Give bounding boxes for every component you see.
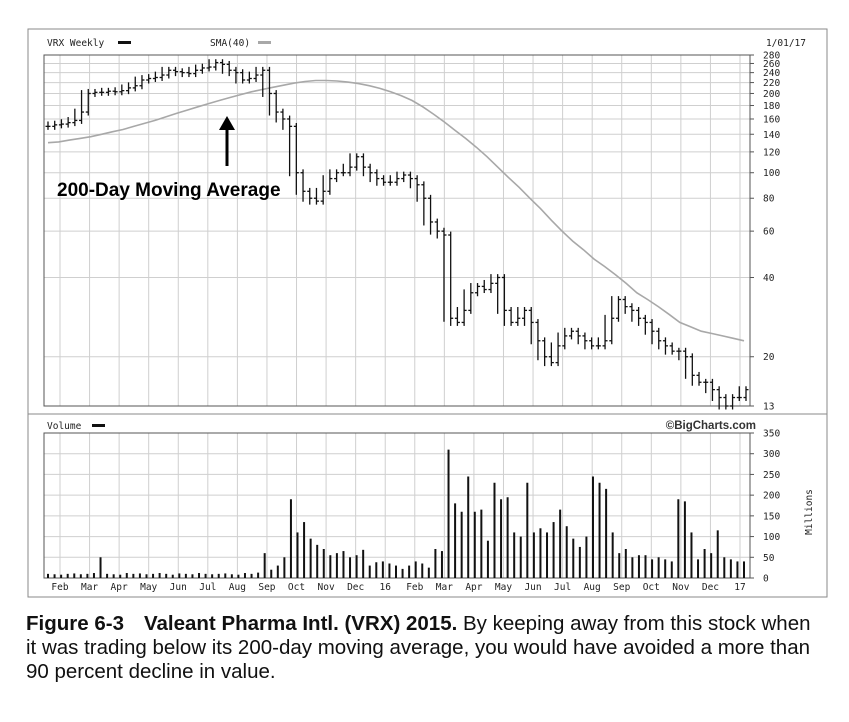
legend-sma-label: SMA(40) bbox=[210, 38, 250, 49]
x-tick-label: Dec bbox=[347, 582, 364, 593]
figure-caption: Figure 6-3 Valeant Pharma Intl. (VRX) 201… bbox=[26, 612, 826, 684]
y-tick-label: 200 bbox=[763, 89, 780, 100]
x-tick-label: Aug bbox=[584, 582, 601, 593]
y-tick-label: 120 bbox=[763, 147, 780, 158]
x-tick-label: 16 bbox=[379, 582, 391, 593]
x-tick-label: Oct bbox=[288, 582, 305, 593]
source-label: ©BigCharts.com bbox=[666, 420, 756, 432]
volume-tick-label: 300 bbox=[763, 449, 780, 460]
volume-tick-label: 50 bbox=[763, 553, 775, 564]
sma40-layer bbox=[47, 79, 745, 342]
volume-tick-label: 150 bbox=[763, 511, 780, 522]
y-tick-label: 20 bbox=[763, 352, 775, 363]
volume-bars-layer bbox=[47, 449, 745, 578]
chart-frame bbox=[27, 28, 828, 598]
chart: VRX Weekly SMA(40) 1/01/17 2802602402202… bbox=[27, 28, 828, 598]
y-tick-label: 160 bbox=[763, 114, 780, 125]
y-tick-label: 240 bbox=[763, 68, 780, 79]
x-tick-label: Jul bbox=[199, 582, 216, 593]
x-tick-label: Feb bbox=[51, 582, 68, 593]
x-tick-label: Apr bbox=[111, 582, 128, 593]
x-tick-label: Aug bbox=[229, 582, 246, 593]
x-tick-label: May bbox=[140, 582, 157, 593]
y-tick-label: 60 bbox=[763, 227, 775, 238]
x-tick-label: Nov bbox=[318, 582, 335, 593]
legend-vrx-label: VRX Weekly bbox=[47, 38, 104, 49]
x-tick-label: Mar bbox=[436, 582, 453, 593]
y-tick-label: 180 bbox=[763, 101, 780, 112]
x-tick-label: Feb bbox=[406, 582, 423, 593]
x-tick-label: Mar bbox=[81, 582, 98, 593]
volume-tick-label: 0 bbox=[763, 574, 769, 585]
volume-tick-label: 350 bbox=[763, 429, 780, 440]
y-tick-label: 40 bbox=[763, 273, 775, 284]
caption-text: By keeping away from this stock when it … bbox=[26, 612, 811, 683]
y-tick-label: 260 bbox=[763, 59, 780, 70]
y-tick-label: 140 bbox=[763, 130, 780, 141]
date-label: 1/01/17 bbox=[766, 38, 806, 49]
price-bars-layer bbox=[45, 59, 749, 410]
volume-tick-label: 200 bbox=[763, 491, 780, 502]
x-tick-label: Dec bbox=[702, 582, 719, 593]
y-tick-label: 13 bbox=[763, 402, 774, 413]
price-plot-area bbox=[43, 54, 751, 407]
x-tick-label: Sep bbox=[258, 582, 275, 593]
volume-unit-label: Millions bbox=[804, 489, 815, 535]
x-tick-label: Apr bbox=[465, 582, 482, 593]
caption-label: Figure 6-3 bbox=[26, 612, 124, 635]
x-tick-label: Jul bbox=[554, 582, 571, 593]
y-tick-label: 280 bbox=[763, 51, 780, 62]
volume-label: Volume bbox=[47, 421, 82, 432]
annotation-arrow-head bbox=[219, 116, 235, 130]
x-tick-label: Oct bbox=[643, 582, 660, 593]
y-tick-label: 100 bbox=[763, 168, 780, 179]
x-tick-label: Jun bbox=[524, 582, 541, 593]
y-tick-label: 220 bbox=[763, 78, 780, 89]
sma40-line bbox=[47, 79, 745, 342]
x-tick-label: Nov bbox=[672, 582, 689, 593]
x-tick-label: Sep bbox=[613, 582, 630, 593]
annotation-label: 200-Day Moving Average bbox=[57, 180, 281, 201]
x-tick-label: 17 bbox=[734, 582, 745, 593]
y-tick-label: 80 bbox=[763, 194, 775, 205]
x-tick-label: May bbox=[495, 582, 512, 593]
volume-tick-label: 100 bbox=[763, 532, 780, 543]
caption-title: Valeant Pharma Intl. (VRX) 2015. bbox=[143, 612, 458, 635]
x-axis-ticks: Feb Mar Apr May Jun Jul Aug Sep Oct Nov Dec 16 Feb Ma… bbox=[51, 582, 745, 593]
volume-y-ticks: 350 300 250 200 150 100 50 0 bbox=[750, 429, 780, 585]
x-tick-label: Jun bbox=[170, 582, 187, 593]
volume-tick-label: 250 bbox=[763, 470, 780, 481]
